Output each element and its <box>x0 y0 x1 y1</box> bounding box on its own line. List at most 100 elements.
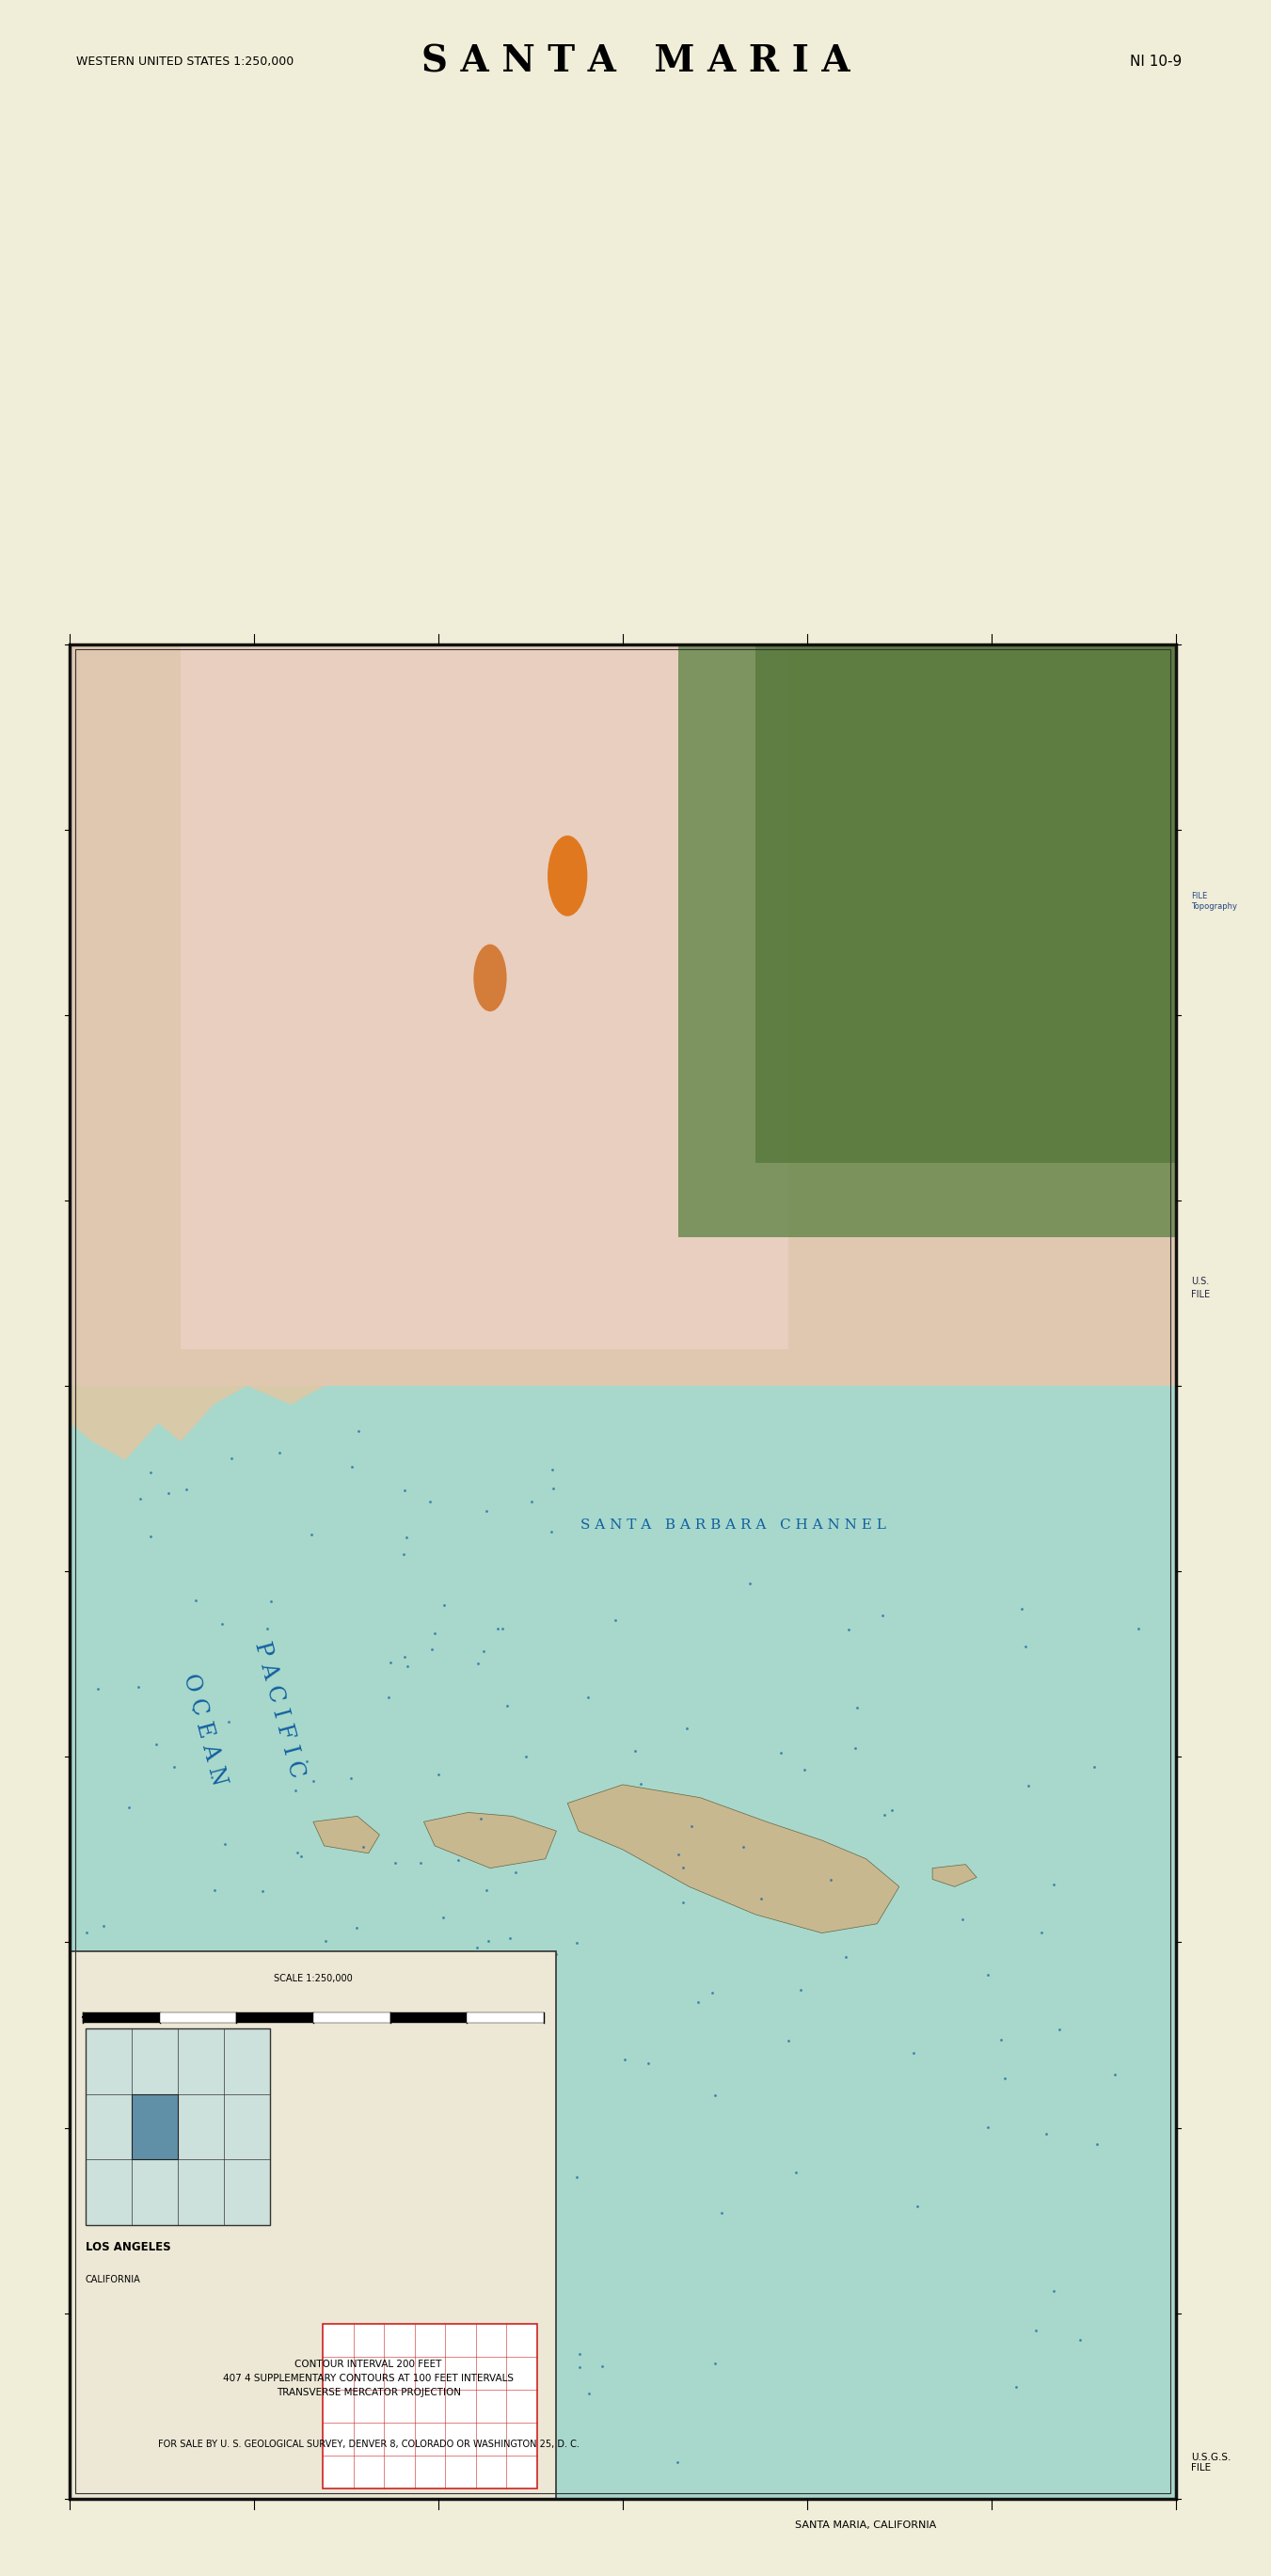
Bar <box>85 2027 269 2226</box>
Point <box>428 1754 449 1795</box>
Point <box>353 1826 374 1868</box>
Point <box>201 1757 221 1798</box>
Point <box>543 1468 563 1510</box>
Point <box>301 1515 322 1556</box>
Point <box>257 1607 277 1649</box>
Text: FOR SALE BY U. S. GEOLOGICAL SURVEY, DENVER 8, COLORADO OR WASHINGTON 25, D. C.: FOR SALE BY U. S. GEOLOGICAL SURVEY, DEN… <box>158 2439 580 2450</box>
Bar <box>236 2012 313 2022</box>
Point <box>791 1971 811 2012</box>
Point <box>507 2223 527 2264</box>
Bar <box>159 2012 236 2022</box>
Point <box>411 2017 431 2058</box>
Point <box>522 2298 543 2339</box>
Point <box>212 1605 233 1646</box>
Point <box>1018 1765 1038 1806</box>
Point <box>118 2409 139 2450</box>
Point <box>208 2264 229 2306</box>
Point <box>287 1832 308 1873</box>
Point <box>130 1479 150 1520</box>
Point <box>506 1852 526 1893</box>
Polygon shape <box>70 644 1176 1461</box>
Point <box>425 1613 445 1654</box>
Point <box>1012 1587 1032 1628</box>
Point <box>1043 2269 1064 2311</box>
Point <box>398 1646 418 1687</box>
Point <box>347 1909 367 1950</box>
Point <box>1050 2009 1070 2050</box>
Text: U.S.
FILE: U.S. FILE <box>1191 1278 1210 1298</box>
Point <box>1043 1865 1064 1906</box>
Point <box>751 1878 771 1919</box>
Point <box>688 1981 708 2022</box>
Point <box>681 1806 702 1847</box>
Point <box>470 1798 491 1839</box>
Point <box>952 1899 972 1940</box>
Point <box>477 1492 497 1533</box>
Point <box>990 2020 1010 2061</box>
Point <box>839 1607 859 1649</box>
Point <box>497 1685 517 1726</box>
Point <box>376 2339 397 2380</box>
Point <box>770 1731 791 1772</box>
Point <box>1129 1607 1149 1649</box>
Text: SCALE 1:250,000: SCALE 1:250,000 <box>273 1973 352 1984</box>
Text: U.S.G.S.
FILE: U.S.G.S. FILE <box>1191 2452 1230 2473</box>
Point <box>421 1628 441 1669</box>
Point <box>468 1643 488 1685</box>
Point <box>342 1445 362 1486</box>
Point <box>423 2313 444 2354</box>
Point <box>667 2442 688 2483</box>
Bar <box>70 644 1176 1386</box>
Circle shape <box>548 835 587 917</box>
Point <box>167 2172 187 2213</box>
Point <box>501 2329 521 2370</box>
Point <box>545 1935 566 1976</box>
Point <box>177 1468 197 1510</box>
Point <box>343 2061 364 2102</box>
Point <box>128 1667 149 1708</box>
Point <box>489 2365 510 2406</box>
Text: FILE
Topography: FILE Topography <box>1191 891 1237 912</box>
Point <box>164 1747 184 1788</box>
Point <box>282 2434 302 2476</box>
Point <box>463 2063 483 2105</box>
Point <box>114 2324 135 2365</box>
Point <box>170 2012 191 2053</box>
Point <box>294 2306 314 2347</box>
Point <box>712 2192 732 2233</box>
Point <box>183 1690 203 1731</box>
Bar <box>679 644 1176 1236</box>
Point <box>704 2074 724 2115</box>
Point <box>215 1824 235 1865</box>
Point <box>447 1839 468 1880</box>
Point <box>433 1896 454 1937</box>
Point <box>904 2032 924 2074</box>
Polygon shape <box>933 1865 976 1886</box>
Polygon shape <box>423 1814 557 1868</box>
Bar <box>70 644 1176 2499</box>
Point <box>290 2427 310 2468</box>
Point <box>785 2151 806 2192</box>
Point <box>569 2334 590 2375</box>
Point <box>567 1922 587 1963</box>
Point <box>269 1432 290 1473</box>
Polygon shape <box>313 1816 380 1852</box>
Point <box>379 2365 399 2406</box>
Point <box>1026 2311 1046 2352</box>
Bar <box>180 644 788 1350</box>
Point <box>151 2324 172 2365</box>
Point <box>472 2089 492 2130</box>
Point <box>625 1731 646 1772</box>
Point <box>567 2156 587 2197</box>
Point <box>244 1937 264 1978</box>
Point <box>84 2437 104 2478</box>
Bar <box>755 644 1176 1164</box>
Point <box>1070 2318 1091 2360</box>
Point <box>836 1937 857 1978</box>
Point <box>440 1960 460 2002</box>
Point <box>474 1631 494 1672</box>
Point <box>295 1996 315 2038</box>
Point <box>380 1641 400 1682</box>
Point <box>541 1512 562 1553</box>
Point <box>404 2429 425 2470</box>
